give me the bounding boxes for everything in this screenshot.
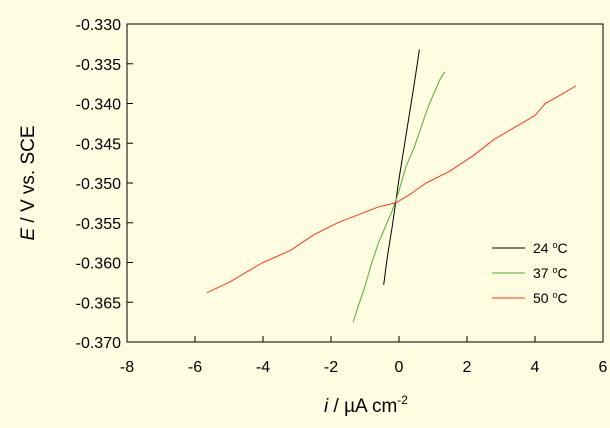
x-tick-label: 4 — [531, 359, 540, 376]
series-line-1 — [383, 49, 420, 285]
x-axis: -8 -6 -4 -2 0 2 4 6 — [120, 336, 608, 376]
x-tick-label: 2 — [463, 359, 472, 376]
x-tick-label: 6 — [599, 359, 608, 376]
legend: 24 oC 37 oC 50 oC — [492, 240, 568, 306]
y-axis: -0.370 -0.365 -0.360 -0.355 -0.350 -0.345 -0.3… — [76, 17, 133, 352]
legend-label: 37 oC — [533, 265, 568, 281]
y-tick-label: -0.365 — [76, 295, 121, 312]
x-axis-label: i / µA cm-2 — [324, 393, 408, 417]
legend-label: 24 oC — [533, 240, 568, 256]
series-layer — [206, 49, 577, 323]
y-tick-label: -0.335 — [76, 57, 121, 74]
series-line-3 — [206, 85, 577, 294]
x-tick-label: -6 — [188, 359, 202, 376]
x-tick-label: 0 — [395, 359, 404, 376]
plot-area — [126, 23, 604, 343]
y-axis-label: E / V vs. SCE — [18, 125, 39, 240]
x-tick-label: -2 — [324, 359, 338, 376]
y-tick-label: -0.360 — [76, 256, 121, 273]
y-tick-label: -0.330 — [76, 17, 121, 34]
y-tick-label: -0.350 — [76, 176, 121, 193]
x-tick-label: -8 — [120, 359, 134, 376]
x-tick-label: -4 — [256, 359, 270, 376]
y-tick-label: -0.370 — [76, 335, 121, 352]
y-tick-label: -0.355 — [76, 216, 121, 233]
series-line-2 — [352, 71, 446, 323]
legend-label: 50 oC — [533, 290, 568, 306]
y-tick-label: -0.340 — [76, 97, 121, 114]
y-tick-label: -0.345 — [76, 136, 121, 153]
